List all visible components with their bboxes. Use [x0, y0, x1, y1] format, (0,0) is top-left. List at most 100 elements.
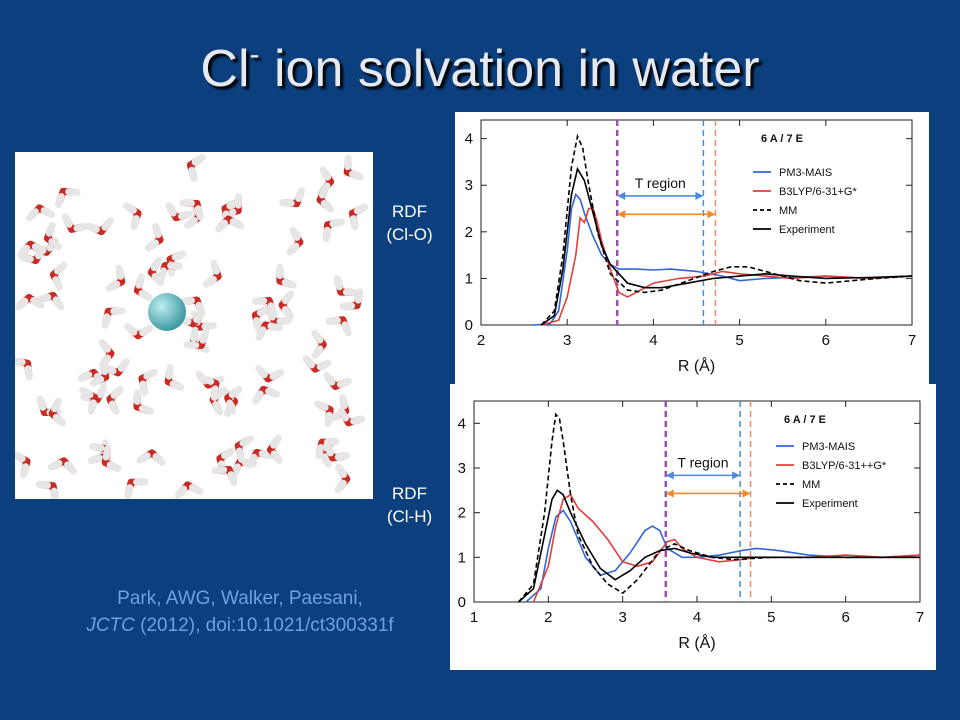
water-molecule — [61, 213, 89, 233]
water-molecule — [122, 202, 142, 231]
water-molecule — [138, 368, 158, 396]
water-molecule — [85, 217, 114, 235]
water-molecule — [323, 441, 351, 462]
legend-entry: Experiment — [779, 224, 835, 236]
chloride-ion — [148, 293, 186, 331]
series-line-2 — [541, 207, 913, 326]
water-molecule — [251, 385, 281, 405]
series-line-4 — [518, 489, 920, 603]
x-tick-label: 4 — [693, 609, 701, 626]
water-molecule — [202, 259, 222, 288]
water-molecule — [211, 465, 238, 487]
water-molecule — [266, 434, 283, 464]
water-molecule — [186, 154, 206, 182]
legend-entry: B3LYP/6-31++G* — [802, 460, 887, 472]
water-molecule — [334, 464, 351, 494]
y-tick-label: 1 — [465, 270, 473, 287]
x-tick-label: 3 — [563, 332, 571, 349]
water-molecule — [333, 275, 359, 296]
water-molecule — [179, 199, 204, 221]
water-molecule — [316, 183, 335, 213]
t-region-annotation: T region — [635, 175, 686, 191]
rdf-cl-o-label: RDF (Cl-O) — [386, 202, 433, 244]
y-tick-label: 3 — [458, 460, 466, 477]
legend-entry: MM — [802, 479, 820, 491]
water-molecule — [278, 290, 295, 320]
water-molecule — [124, 323, 154, 340]
y-tick-label: 3 — [465, 177, 473, 194]
water-molecule — [164, 364, 185, 391]
water-molecule — [174, 481, 204, 499]
water-molecule — [101, 307, 126, 329]
x-tick-label: 5 — [767, 609, 775, 626]
water-molecule — [79, 386, 99, 415]
legend-entry: PM3-MAIS — [802, 441, 855, 453]
water-molecule — [10, 357, 33, 381]
water-molecule — [144, 223, 164, 252]
water-molecule — [348, 203, 369, 231]
citation: Park, AWG, Walker, Paesani, JCTC (2012),… — [86, 588, 394, 636]
molecule-image — [10, 154, 369, 504]
water-molecule — [101, 445, 122, 473]
t-region-arrow-blue — [617, 191, 704, 200]
x-tick-label: 7 — [908, 332, 916, 349]
x-tick-label: 7 — [916, 609, 924, 626]
series-line-3 — [540, 133, 913, 326]
rdf-cl-o-chart: 2 3 4 5 6 7 0 1 2 3 4 R (Å) T region 6 A / 7 E PM3-MAI… — [455, 112, 929, 384]
t-region-arrow-orange — [665, 489, 751, 498]
legend-entry: MM — [779, 205, 797, 217]
water-molecule — [315, 438, 340, 460]
y-tick-label: 4 — [465, 131, 473, 148]
water-molecule — [311, 329, 327, 360]
t-region-annotation: T region — [677, 454, 728, 470]
y-tick-label: 2 — [465, 224, 473, 241]
chart-header: 6 A / 7 E — [784, 414, 826, 426]
water-molecule — [343, 154, 364, 181]
water-molecule — [47, 457, 77, 475]
x-axis-label: R (Å) — [678, 356, 715, 375]
water-molecule — [43, 221, 63, 251]
y-tick-label: 1 — [458, 549, 466, 566]
water-molecule — [48, 397, 67, 427]
water-molecule — [234, 435, 254, 463]
water-molecule — [49, 261, 68, 291]
water-molecule — [165, 202, 194, 222]
water-molecule — [255, 364, 285, 383]
x-tick-label: 4 — [649, 332, 657, 349]
water-molecule — [314, 400, 334, 428]
water-molecule — [215, 215, 245, 233]
legend-entry: PM3-MAIS — [779, 167, 832, 179]
water-molecule — [276, 263, 297, 289]
x-tick-label: 2 — [477, 332, 485, 349]
t-region-arrow-blue — [665, 471, 741, 480]
water-molecule — [286, 226, 304, 256]
water-molecule — [54, 187, 81, 209]
chart-header: 6 A / 7 E — [761, 133, 803, 145]
legend-entry: Experiment — [802, 498, 858, 510]
water-molecule — [302, 355, 332, 373]
water-molecule — [133, 389, 154, 415]
x-tick-label: 5 — [735, 332, 743, 349]
series-line-1 — [532, 192, 913, 326]
water-molecule — [251, 297, 278, 318]
water-molecule — [105, 264, 126, 292]
series-line-2 — [532, 493, 921, 603]
water-molecule — [183, 328, 210, 349]
water-molecule — [279, 187, 306, 208]
series-line-1 — [525, 509, 921, 603]
water-molecule — [11, 450, 31, 479]
water-molecule — [255, 321, 283, 341]
water-molecules-snapshot — [10, 152, 373, 504]
water-molecule — [133, 273, 153, 302]
water-molecule — [18, 245, 47, 265]
x-tick-label: 6 — [841, 609, 849, 626]
water-molecule — [101, 358, 130, 377]
water-molecule — [25, 204, 56, 222]
water-molecule — [246, 448, 274, 469]
water-molecule — [325, 316, 352, 337]
x-tick-label: 2 — [544, 609, 552, 626]
water-molecule — [35, 481, 60, 504]
water-molecule — [157, 262, 183, 283]
x-tick-label: 1 — [470, 609, 478, 626]
